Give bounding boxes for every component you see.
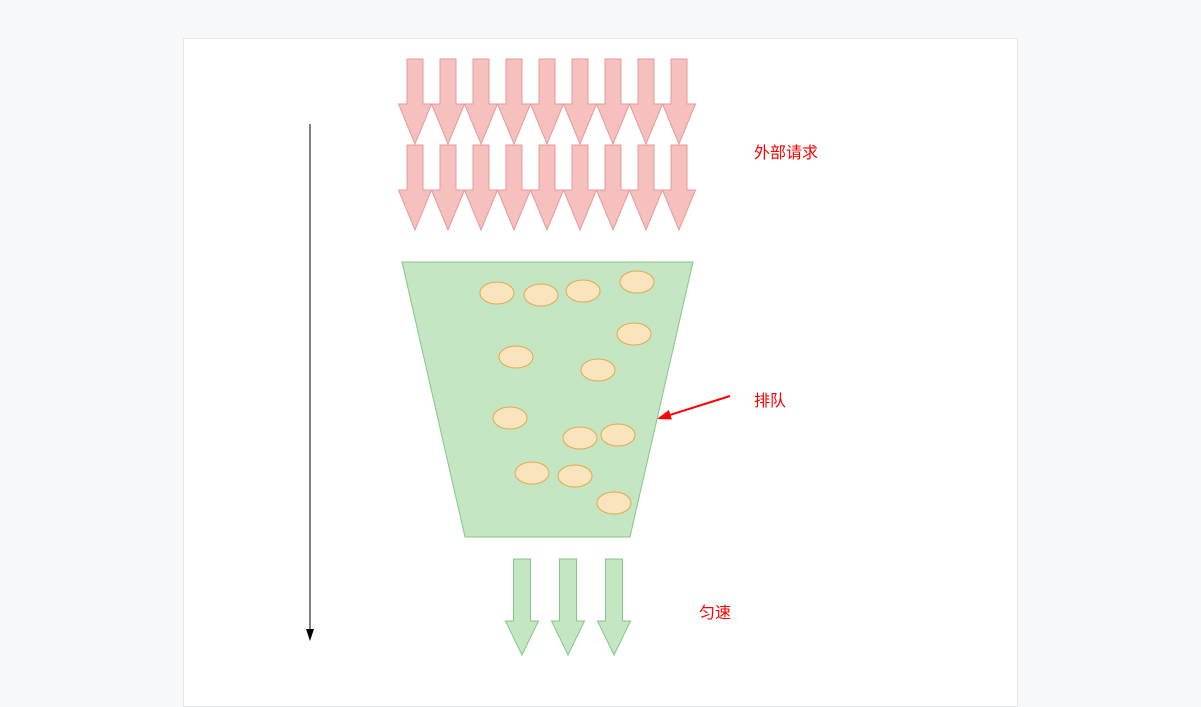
- pointer-arrow-shaft: [670, 396, 730, 415]
- label-external: 外部请求: [754, 144, 818, 162]
- outgoing-arrow: [598, 559, 631, 655]
- queue-item: [581, 359, 615, 381]
- timeline-arrow-head: [306, 629, 314, 641]
- queue-item: [524, 284, 558, 306]
- incoming-arrow: [498, 59, 531, 144]
- queue-item: [566, 280, 600, 302]
- label-steady: 匀速: [699, 604, 731, 622]
- queue-item: [480, 282, 514, 304]
- incoming-arrow: [498, 145, 531, 230]
- queue-item: [493, 407, 527, 429]
- diagram-card: 外部请求排队匀速: [183, 38, 1018, 707]
- queue-item: [597, 492, 631, 514]
- incoming-arrow: [432, 145, 465, 230]
- incoming-arrow: [663, 145, 696, 230]
- diagram-svg: 外部请求排队匀速: [184, 39, 1017, 706]
- incoming-arrow: [531, 59, 564, 144]
- incoming-arrow: [399, 145, 432, 230]
- incoming-arrow: [432, 59, 465, 144]
- incoming-arrow: [663, 59, 696, 144]
- outgoing-arrow: [552, 559, 585, 655]
- incoming-arrow: [630, 59, 663, 144]
- incoming-arrow: [399, 59, 432, 144]
- incoming-arrow: [564, 145, 597, 230]
- incoming-arrow: [531, 145, 564, 230]
- incoming-arrow: [465, 145, 498, 230]
- incoming-arrow: [597, 59, 630, 144]
- queue-item: [601, 424, 635, 446]
- queue-item: [499, 346, 533, 368]
- incoming-arrow: [564, 59, 597, 144]
- outgoing-arrow: [506, 559, 539, 655]
- queue-item: [515, 462, 549, 484]
- queue-item: [620, 271, 654, 293]
- queue-item: [558, 465, 592, 487]
- incoming-arrow: [597, 145, 630, 230]
- queue-item: [617, 323, 651, 345]
- incoming-arrow: [465, 59, 498, 144]
- queue-item: [563, 427, 597, 449]
- incoming-arrow: [630, 145, 663, 230]
- label-queue: 排队: [754, 392, 786, 410]
